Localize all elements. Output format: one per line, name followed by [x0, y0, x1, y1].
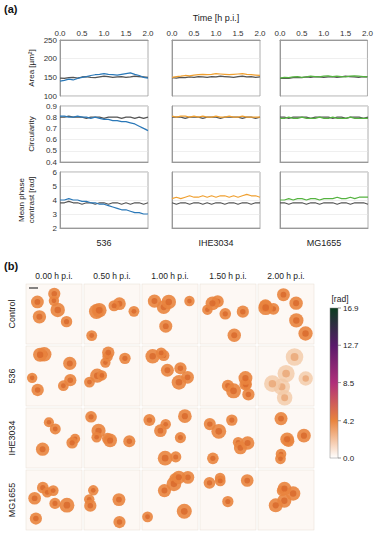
- svg-text:1.50 h p.i.: 1.50 h p.i.: [209, 271, 246, 281]
- svg-text:0.5: 0.5: [296, 29, 308, 38]
- svg-text:150: 150: [44, 73, 58, 82]
- svg-text:1.5: 1.5: [120, 29, 132, 38]
- svg-text:5: 5: [53, 182, 58, 191]
- svg-text:(a): (a): [4, 3, 18, 15]
- svg-text:IHE3034: IHE3034: [198, 238, 233, 248]
- svg-text:0.0: 0.0: [274, 29, 286, 38]
- svg-text:1.5: 1.5: [232, 29, 244, 38]
- svg-text:0.0: 0.0: [166, 29, 178, 38]
- svg-text:1.0: 1.0: [98, 29, 110, 38]
- svg-text:1.5: 1.5: [340, 29, 352, 38]
- svg-text:0.4: 0.4: [46, 158, 58, 167]
- svg-text:2.0: 2.0: [362, 29, 374, 38]
- svg-text:536: 536: [96, 238, 111, 248]
- svg-text:0.50 h p.i.: 0.50 h p.i.: [93, 271, 130, 281]
- svg-text:250: 250: [43, 35, 57, 45]
- svg-text:1.0: 1.0: [210, 29, 222, 38]
- svg-text:0.0: 0.0: [54, 29, 66, 38]
- svg-text:536: 536: [7, 368, 17, 383]
- svg-text:8.5: 8.5: [343, 379, 355, 388]
- svg-text:0.7: 0.7: [46, 124, 58, 133]
- svg-text:2.00 h p.i.: 2.00 h p.i.: [267, 271, 304, 281]
- svg-text:0.5: 0.5: [188, 29, 200, 38]
- svg-text:Time [h p.i.]: Time [h p.i.]: [193, 13, 240, 23]
- svg-text:1.00 h p.i.: 1.00 h p.i.: [151, 271, 188, 281]
- svg-text:contrast [rad]: contrast [rad]: [27, 177, 36, 224]
- svg-text:1.0: 1.0: [318, 29, 330, 38]
- svg-text:(b): (b): [4, 260, 18, 272]
- svg-text:2: 2: [53, 224, 58, 233]
- svg-text:[rad]: [rad]: [331, 294, 348, 304]
- svg-text:2.0: 2.0: [142, 29, 154, 38]
- svg-text:0.00 h p.i.: 0.00 h p.i.: [35, 271, 72, 281]
- svg-text:MG1655: MG1655: [307, 238, 342, 248]
- svg-text:0.6: 0.6: [46, 135, 58, 144]
- svg-text:200: 200: [44, 54, 58, 63]
- svg-text:IHE3034: IHE3034: [7, 420, 17, 455]
- svg-text:100: 100: [44, 92, 58, 101]
- svg-text:12.7: 12.7: [343, 341, 359, 350]
- svg-text:6: 6: [53, 168, 58, 177]
- svg-text:MG1655: MG1655: [7, 483, 17, 518]
- svg-text:0.8: 0.8: [46, 113, 58, 122]
- svg-text:Circularity: Circularity: [27, 116, 36, 152]
- svg-text:16.9: 16.9: [343, 304, 359, 313]
- svg-text:4.2: 4.2: [343, 417, 355, 426]
- svg-text:0.5: 0.5: [46, 146, 58, 155]
- svg-text:Mean phase: Mean phase: [17, 177, 26, 222]
- svg-text:0.0: 0.0: [343, 454, 355, 463]
- svg-text:0.5: 0.5: [76, 29, 88, 38]
- svg-text:2.0: 2.0: [254, 29, 266, 38]
- svg-text:Area [µm²]: Area [µm²]: [27, 49, 36, 87]
- svg-text:Control: Control: [7, 299, 17, 328]
- svg-text:4: 4: [53, 196, 58, 205]
- svg-text:3: 3: [53, 210, 58, 219]
- svg-text:0.9: 0.9: [46, 102, 58, 111]
